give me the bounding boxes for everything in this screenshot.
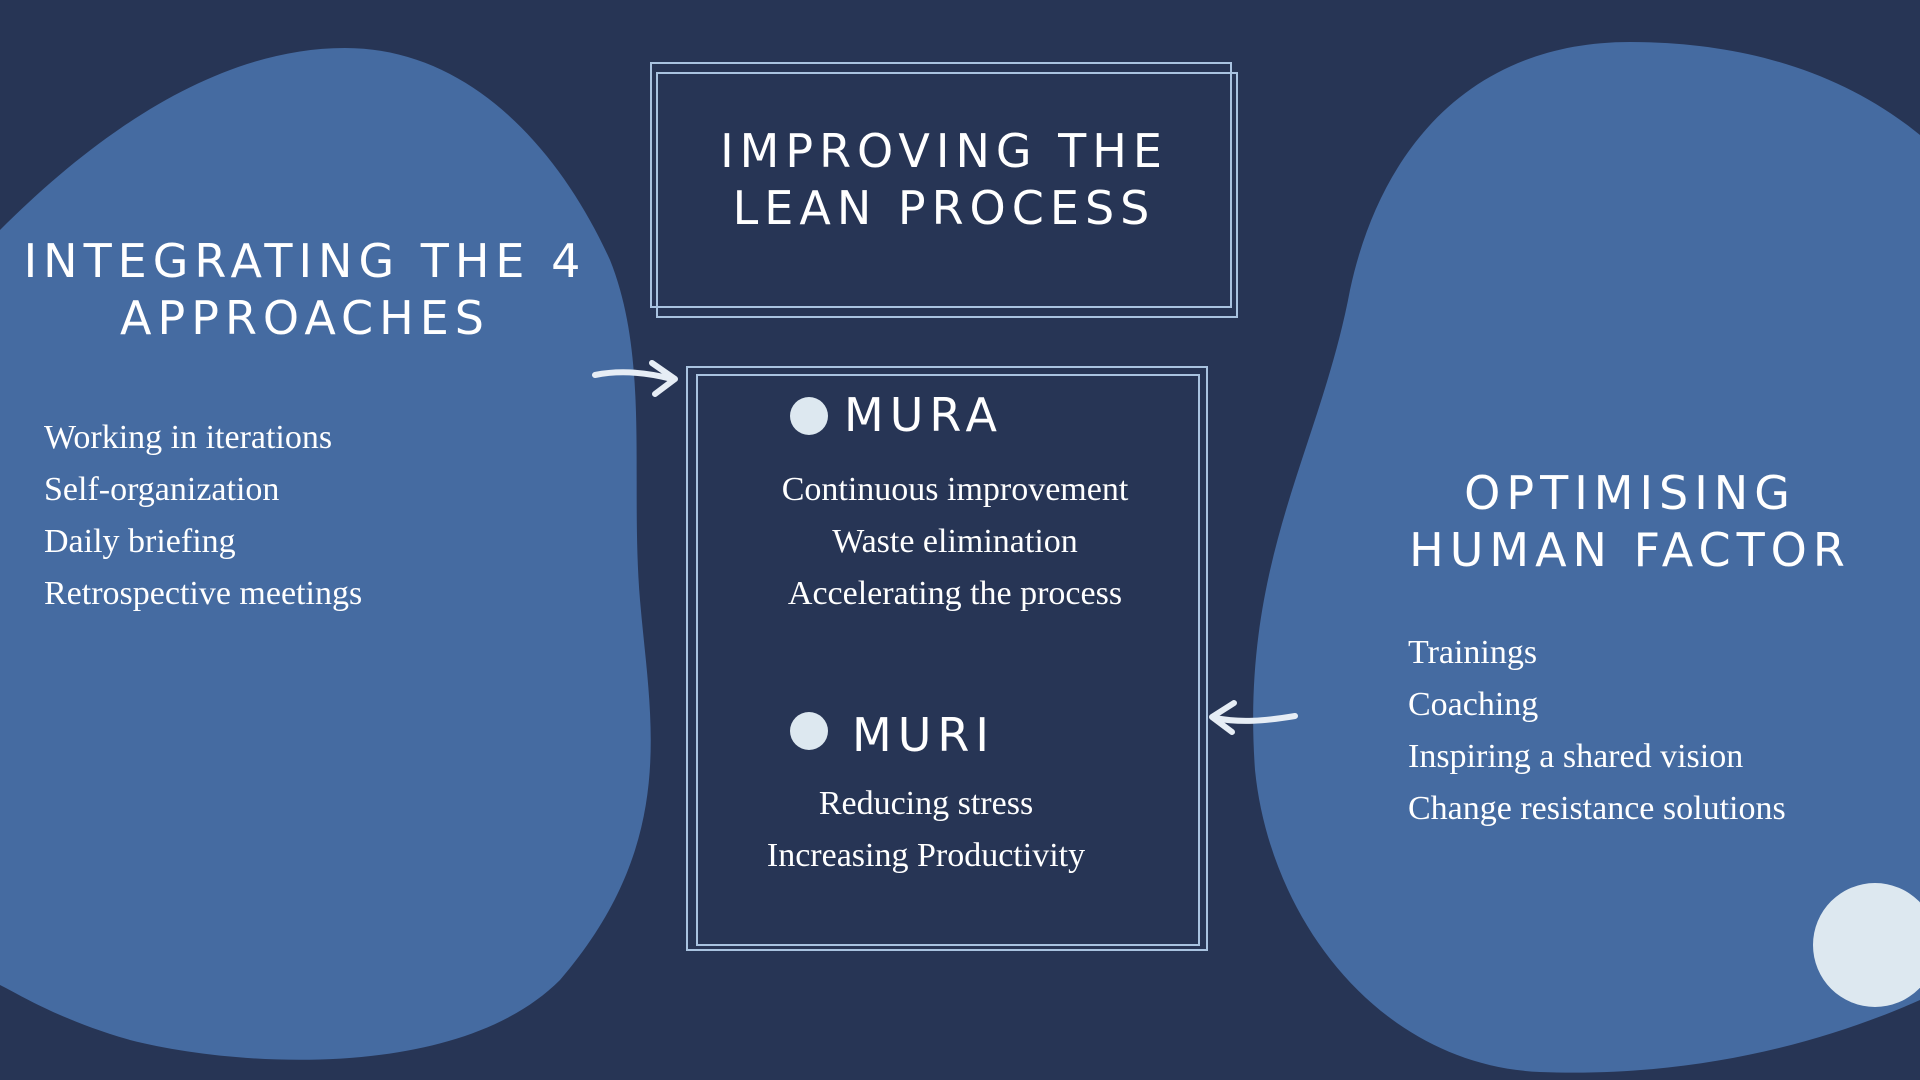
right-heading-line-2: HUMAN FACTOR	[1409, 523, 1851, 577]
mura-label: MURA	[844, 388, 1003, 442]
left-heading-line-2: APPROACHES	[120, 291, 490, 345]
title-frame-outer	[656, 72, 1238, 318]
list-item: Daily briefing	[44, 523, 236, 560]
right-heading: OPTIMISING HUMAN FACTOR	[1380, 465, 1880, 579]
list-item: Retrospective meetings	[44, 575, 363, 612]
page-title-line-1: IMPROVING THE	[720, 124, 1168, 178]
left-list: Working in iterations Self-organization …	[44, 412, 362, 620]
decorative-circle	[1813, 883, 1920, 1007]
list-item: Inspiring a shared vision	[1408, 738, 1744, 775]
arrow-left-icon	[1209, 700, 1298, 735]
muri-list: Reducing stress Increasing Productivity	[700, 778, 1152, 882]
list-item: Continuous improvement	[781, 471, 1129, 508]
right-heading-line-1: OPTIMISING	[1464, 466, 1796, 520]
list-item: Waste elimination	[832, 523, 1078, 560]
right-list: Trainings Coaching Inspiring a shared vi…	[1408, 627, 1786, 835]
mura-list: Continuous improvement Waste elimination…	[700, 464, 1210, 620]
list-item: Reducing stress	[818, 785, 1034, 822]
left-heading-line-1: INTEGRATING THE 4	[23, 234, 587, 288]
list-item: Increasing Productivity	[766, 837, 1086, 874]
title-frame-inner	[650, 62, 1232, 308]
left-heading: INTEGRATING THE 4 APPROACHES	[10, 233, 600, 347]
right-blob	[1253, 42, 1920, 1073]
list-item: Working in iterations	[44, 419, 333, 456]
list-item: Self-organization	[44, 471, 280, 508]
circle-bullet-icon	[790, 397, 828, 435]
left-blob	[0, 48, 651, 1060]
list-item: Change resistance solutions	[1408, 790, 1786, 827]
list-item: Coaching	[1408, 686, 1539, 723]
page-title: IMPROVING THE LEAN PROCESS	[655, 123, 1233, 237]
center-frame-outer	[686, 366, 1208, 951]
circle-bullet-icon	[790, 712, 828, 750]
muri-label: MURI	[852, 708, 995, 762]
arrow-right-icon	[592, 360, 678, 397]
center-frame-inner	[696, 374, 1200, 946]
page-title-line-2: LEAN PROCESS	[732, 181, 1156, 235]
list-item: Trainings	[1408, 634, 1538, 671]
list-item: Accelerating the process	[787, 575, 1123, 612]
